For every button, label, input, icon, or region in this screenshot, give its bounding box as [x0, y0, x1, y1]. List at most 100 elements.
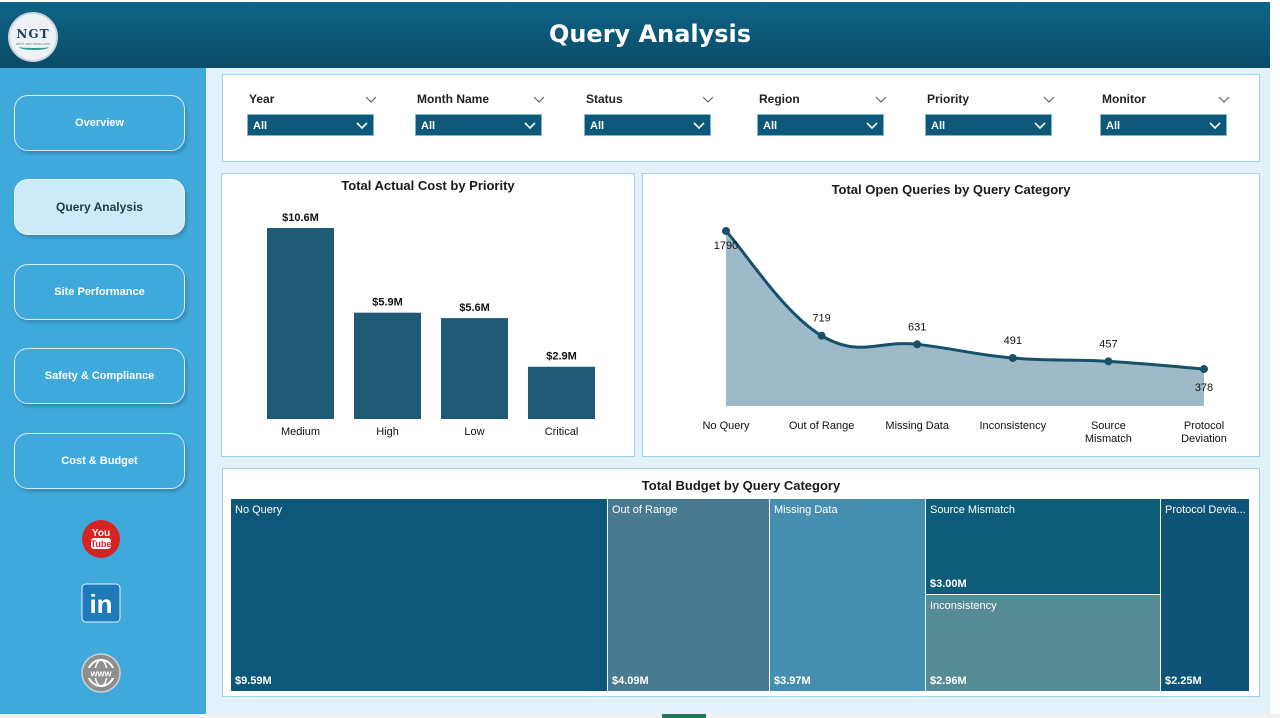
treemap: No Query $9.59M Out of Range $4.09M Missing … [230, 498, 1249, 691]
budget-treemap-panel: Total Budget by Query Category No Query $… [222, 468, 1260, 697]
x-tick-label: Deviation [1181, 433, 1227, 445]
main-content: Year All Month Name All Status All Region All Pr… [206, 68, 1270, 714]
sheet-tab-bar [0, 714, 1280, 718]
bar-low[interactable] [441, 318, 508, 419]
treemap-tile-source-mismatch[interactable]: Source Mismatch $3.00M [925, 498, 1160, 594]
filter-value: All [590, 120, 605, 132]
tile-value: $2.25M [1165, 675, 1202, 687]
point-data-label: 457 [1099, 338, 1117, 350]
chart-title: Total Budget by Query Category [641, 478, 841, 493]
filter-year: Year All [247, 90, 377, 138]
tile-label: Inconsistency [930, 600, 997, 612]
chevron-down-icon[interactable] [365, 90, 377, 103]
tile-label: Source Mismatch [930, 504, 1015, 516]
nav-safety-compliance-button[interactable]: Safety & Compliance [14, 348, 185, 404]
filter-dropdown[interactable]: All [584, 114, 711, 136]
chevron-down-icon[interactable] [1043, 90, 1055, 103]
x-tick-label: High [376, 426, 399, 438]
nav-overview-button[interactable]: Overview [14, 95, 185, 151]
filter-dropdown[interactable]: All [415, 114, 542, 136]
bar-high[interactable] [354, 312, 421, 419]
filter-dropdown[interactable]: All [925, 114, 1052, 136]
data-point[interactable] [913, 340, 922, 349]
tile-label: Protocol Devia... [1165, 504, 1246, 516]
filter-label: Priority [927, 92, 970, 106]
nav-cost-budget-button[interactable]: Cost & Budget [14, 433, 185, 489]
open-queries-chart: Total Open Queries by Query Category 179… [642, 173, 1260, 457]
nav-site-performance-button[interactable]: Site Performance [14, 264, 185, 320]
filter-label: Year [249, 92, 275, 106]
svg-text:www: www [89, 669, 112, 679]
point-data-label: 491 [1004, 335, 1022, 347]
x-tick-label: Out of Range [789, 420, 854, 432]
tile-value: $9.59M [235, 675, 272, 687]
filter-dropdown[interactable]: All [1100, 114, 1227, 136]
filter-value: All [421, 120, 436, 132]
filter-value: All [931, 120, 946, 132]
chevron-down-icon[interactable] [1208, 119, 1222, 131]
treemap-tile-out-of-range[interactable]: Out of Range $4.09M [607, 498, 769, 691]
filter-value: All [253, 120, 268, 132]
bar-chart-svg: $10.6M Medium $5.9M High $5.6M Low $2.9M Critic… [267, 212, 595, 438]
chevron-down-icon[interactable] [875, 90, 887, 103]
active-sheet-tab[interactable] [662, 714, 706, 718]
chevron-down-icon[interactable] [702, 90, 714, 103]
filter-dropdown[interactable]: All [247, 114, 374, 136]
point-data-label: 378 [1195, 382, 1213, 394]
data-point[interactable] [1008, 353, 1017, 362]
point-data-label: 719 [812, 313, 830, 325]
chevron-down-icon[interactable] [1218, 90, 1230, 103]
tile-label: No Query [235, 504, 283, 516]
tile-value: $2.96M [930, 675, 967, 687]
cost-by-priority-chart: Total Actual Cost by Priority $10.6M Medi… [221, 173, 635, 457]
filter-label: Region [759, 92, 800, 106]
treemap-tile-inconsistency[interactable]: Inconsistency $2.96M [925, 594, 1160, 691]
chart-title: Total Actual Cost by Priority [341, 178, 515, 193]
filter-value: All [763, 120, 778, 132]
treemap-tile-no-query[interactable]: No Query $9.59M [230, 498, 607, 691]
treemap-tile-protocol-deviation[interactable]: Protocol Devia... $2.25M [1160, 498, 1249, 691]
bar-medium[interactable] [267, 228, 334, 419]
logo-swoosh [19, 44, 49, 50]
bar-data-label: $5.9M [372, 297, 403, 309]
chevron-down-icon[interactable] [692, 119, 706, 131]
logo-text: NGT [16, 27, 50, 41]
ngt-logo: NGT NEXT GEN TEMPLATES [8, 12, 58, 62]
nav-query-analysis-button[interactable]: Query Analysis [14, 179, 185, 235]
chevron-down-icon[interactable] [1033, 119, 1047, 131]
chevron-down-icon[interactable] [523, 119, 537, 131]
x-tick-label: Missing Data [885, 420, 949, 432]
filter-region: Region All [757, 90, 887, 138]
tile-label: Missing Data [774, 504, 838, 516]
x-tick-label: Source [1091, 420, 1126, 432]
filter-label: Status [586, 92, 623, 106]
data-point[interactable] [1104, 357, 1113, 366]
linkedin-icon[interactable]: in [81, 583, 121, 623]
page-title: Query Analysis [548, 20, 752, 48]
tile-value: $3.97M [774, 675, 811, 687]
svg-text:Tube: Tube [91, 539, 112, 549]
bar-data-label: $10.6M [282, 212, 319, 224]
tile-value: $3.00M [930, 578, 967, 590]
filter-dropdown[interactable]: All [757, 114, 884, 136]
chevron-down-icon[interactable] [355, 119, 369, 131]
youtube-icon[interactable]: You Tube [81, 519, 121, 559]
x-tick-label: Protocol [1184, 420, 1224, 432]
filter-priority: Priority All [925, 90, 1055, 138]
treemap-tile-missing-data[interactable]: Missing Data $3.97M [769, 498, 925, 691]
data-point[interactable] [817, 331, 826, 340]
bar-data-label: $2.9M [546, 351, 577, 363]
chevron-down-icon[interactable] [533, 90, 545, 103]
filter-month-name: Month Name All [415, 90, 545, 138]
globe-icon[interactable]: www [81, 653, 121, 693]
bar-data-label: $5.6M [459, 302, 490, 314]
data-point[interactable] [1200, 365, 1208, 374]
svg-text:You: You [92, 528, 110, 539]
chevron-down-icon[interactable] [865, 119, 879, 131]
bar-critical[interactable] [528, 366, 595, 419]
data-point[interactable] [722, 227, 730, 235]
x-tick-label: Critical [545, 426, 579, 438]
area-chart-svg: 1790 No Query 719 Out of Range 631 Missing Da… [702, 227, 1227, 445]
area-fill [726, 231, 1204, 406]
filter-status: Status All [584, 90, 714, 138]
